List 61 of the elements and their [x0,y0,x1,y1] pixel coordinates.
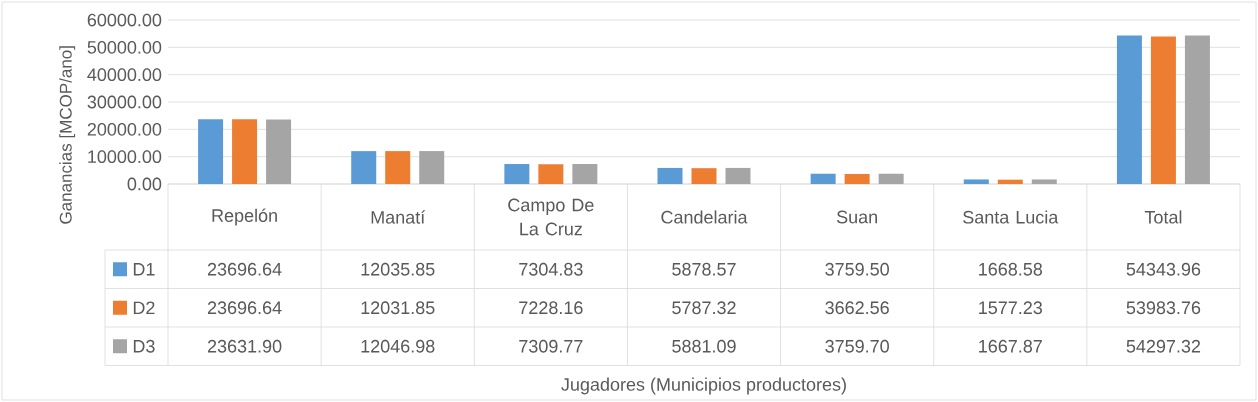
data-label: 5787.32 [672,301,736,315]
y-tick-label: 50000.00 [87,40,162,54]
data-label: 7309.77 [519,339,583,353]
bar [538,164,564,184]
bar [504,164,530,184]
bar [963,179,989,184]
y-tick-label: 30000.00 [87,95,162,109]
legend-label: D1 [133,263,155,276]
data-label: 5878.57 [672,262,736,276]
y-axis-title: Ganancias [MCOP/ano] [59,46,76,224]
data-label: 7304.83 [519,262,583,276]
bar [657,167,683,184]
data-label: 54343.96 [1126,262,1201,276]
bar [351,151,377,184]
text: Jugadores (Municipios productores) [561,377,846,395]
y-tick-label: 10000.00 [88,150,162,164]
data-label: 1668.58 [979,262,1043,276]
bar [419,151,445,184]
bar [266,119,292,184]
bar [198,119,224,184]
bar [385,151,411,184]
x-tick-label: Campo De La Cruz [508,198,594,236]
bar [232,119,258,184]
y-tick-label: 20000.00 [87,122,162,136]
data-label: 1577.23 [979,301,1043,315]
bar [1150,36,1176,184]
x-tick-label: Repelón [212,208,277,226]
data-label: 5881.09 [672,339,736,353]
data-label: 12046.98 [361,339,435,353]
y-tick-label: 0.00 [127,177,162,191]
data-label: 1667.87 [979,339,1042,353]
bar [691,168,717,184]
data-label: 23696.64 [207,301,282,315]
x-tick-label: Manatí [371,210,426,224]
bar [572,164,598,184]
bar [1031,179,1057,184]
data-label: 23696.64 [207,262,282,276]
data-label: 54297.32 [1126,339,1201,353]
data-label: 12031.85 [361,301,435,315]
bar [997,179,1023,184]
y-tick-label: 40000.00 [87,68,162,82]
x-tick-label: Candelaria [661,210,748,224]
legend-label: D3 [133,339,155,353]
data-label: 3759.50 [825,262,889,276]
data-label: 3662.56 [825,301,889,315]
data-label: 53983.76 [1126,301,1201,315]
data-label: 7228.16 [519,301,583,315]
y-tick-label: 60000.00 [87,13,162,27]
bar [810,173,836,184]
bar [844,173,870,184]
data-label: 23631.90 [207,339,282,353]
data-label: 12035.85 [361,262,435,276]
data-label: 3759.70 [825,339,889,353]
bar [878,173,904,184]
legend-label: D2 [133,301,155,315]
bar [725,167,751,184]
x-tick-label: Santa Lucia [963,210,1059,224]
x-tick-label: Suan [836,210,877,224]
bar [1184,35,1210,184]
bar [1116,35,1142,184]
x-tick-label: Total [1144,210,1182,224]
